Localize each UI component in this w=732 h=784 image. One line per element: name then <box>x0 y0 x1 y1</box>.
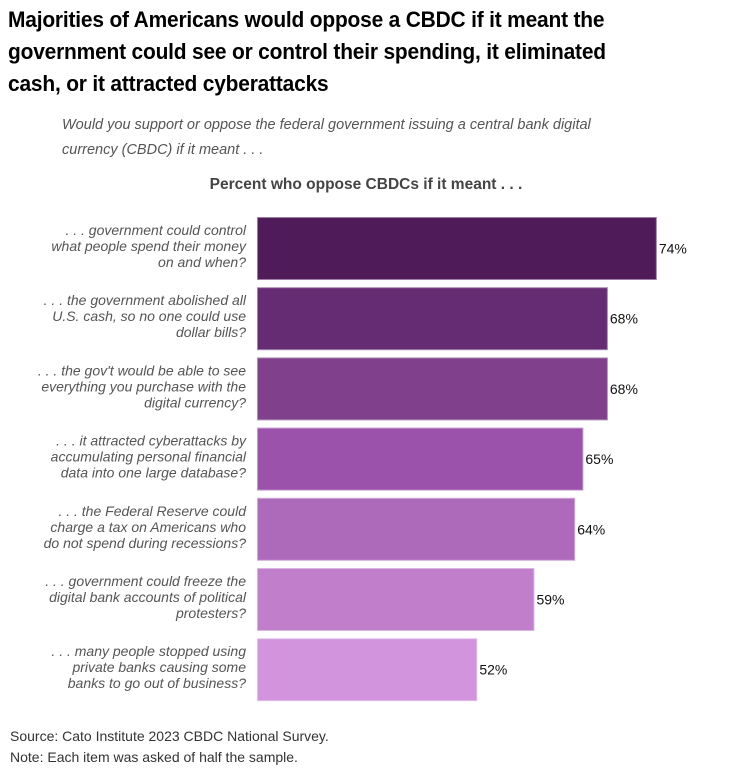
chart-title: Majorities of Americans would oppose a C… <box>8 4 674 100</box>
category-label-line: . . . the government abolished all <box>44 292 247 308</box>
category-label-line: everything you purchase with the <box>41 378 246 394</box>
bar <box>257 497 576 561</box>
category-label-line: what people spend their money <box>51 238 247 254</box>
category-label-line: U.S. cash, so no one could use <box>52 308 246 324</box>
category-label-line: . . . the gov't would be able to see <box>38 362 246 378</box>
category-label-line: digital currency? <box>144 394 246 410</box>
category-label: . . . government could freeze the digital… <box>45 573 247 621</box>
category-label-line: protesters? <box>175 605 246 621</box>
category-label-line: . . . the Federal Reserve could <box>58 503 247 519</box>
data-label: 64% <box>577 521 605 537</box>
data-label: 65% <box>585 451 613 467</box>
category-label-line: dollar bills? <box>176 324 246 340</box>
data-label: 68% <box>610 381 638 397</box>
category-label-line: digital bank accounts of political <box>49 589 247 605</box>
bar <box>257 427 584 491</box>
title-line: government could see or control their sp… <box>8 39 606 64</box>
bar <box>257 568 535 631</box>
title-line: Majorities of Americans would oppose a C… <box>8 7 605 32</box>
chart-heading: Percent who oppose CBDCs if it meant . .… <box>209 176 523 193</box>
subtitle-line: Would you support or oppose the federal … <box>62 117 591 133</box>
category-label: . . . the government abolished all U.S. c… <box>44 292 247 340</box>
category-label-line: do not spend during recessions? <box>44 535 247 551</box>
subtitle-line: currency (CBDC) if it meant . . . <box>62 142 264 158</box>
category-label: . . . government could control what peopl… <box>51 222 247 270</box>
bar <box>257 357 608 421</box>
data-label: 59% <box>536 592 564 608</box>
footer: Source: Cato Institute 2023 CBDC Nationa… <box>10 726 329 768</box>
bar-group: 65% . . . it attracted cyberattacks by acc… <box>51 427 613 491</box>
chart-subtitle: Would you support or oppose the federal … <box>62 113 682 163</box>
bar <box>257 287 608 351</box>
bar-group: 74% . . . government could control what pe… <box>51 217 687 280</box>
category-label-line: . . . many people stopped using <box>51 643 246 659</box>
category-label: . . . it attracted cyberattacks by accumu… <box>51 433 247 481</box>
data-label: 68% <box>610 311 638 327</box>
data-label: 52% <box>479 662 507 678</box>
category-label-line: . . . government could freeze the <box>45 573 246 589</box>
category-label: . . . the Federal Reserve could charge a … <box>44 503 248 551</box>
title-line: cash, or it attracted cyberattacks <box>8 71 329 96</box>
source-note: Source: Cato Institute 2023 CBDC Nationa… <box>10 728 329 744</box>
category-label-line: . . . government could control <box>65 222 246 238</box>
data-label: 74% <box>659 241 687 257</box>
category-label-line: charge a tax on Americans who <box>50 519 246 535</box>
category-label-line: data into one large database? <box>61 465 246 481</box>
bar-group: 52% . . . many people stopped using privat… <box>51 638 507 702</box>
category-label: . . . many people stopped using private b… <box>51 643 246 691</box>
sample-note: Note: Each item was asked of half the sa… <box>10 749 298 765</box>
bar <box>257 217 657 280</box>
bar-group: 68% . . . the gov't would be able to see e… <box>38 357 638 421</box>
category-label-line: . . . it attracted cyberattacks by <box>56 433 247 449</box>
category-label-line: private banks causing some <box>71 659 246 675</box>
bar-group: 68% . . . the government abolished all U.S… <box>44 287 638 351</box>
category-label: . . . the gov't would be able to see ever… <box>38 362 246 410</box>
bar <box>257 638 478 702</box>
category-label-line: accumulating personal financial <box>51 449 247 465</box>
bar-group: 64% . . . the Federal Reserve could charge… <box>44 497 605 561</box>
bar-group: 59% . . . government could freeze the digi… <box>45 568 564 631</box>
category-label-line: banks to go out of business? <box>68 675 246 691</box>
category-label-line: on and when? <box>158 254 246 270</box>
